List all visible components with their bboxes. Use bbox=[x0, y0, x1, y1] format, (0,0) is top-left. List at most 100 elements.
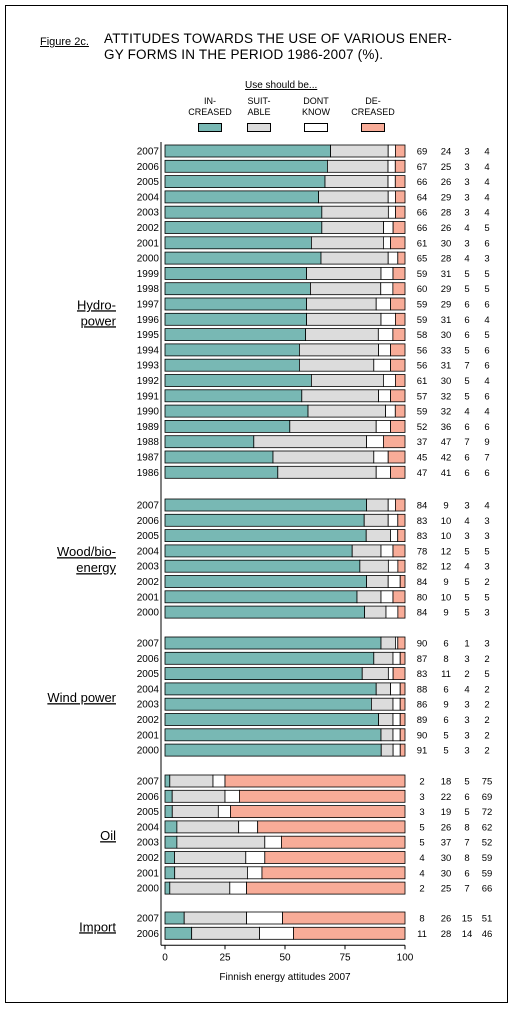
data-label: 9 bbox=[443, 501, 448, 512]
year-label: 2005 bbox=[137, 531, 160, 542]
data-label: 1 bbox=[464, 639, 469, 650]
year-label: 2004 bbox=[137, 546, 160, 557]
data-label: 33 bbox=[441, 345, 452, 356]
data-label: 26 bbox=[441, 223, 452, 234]
bar-segment-decreased bbox=[392, 282, 406, 296]
data-label: 32 bbox=[441, 407, 452, 418]
data-label: 8 bbox=[464, 822, 469, 833]
data-label: 11 bbox=[417, 929, 427, 940]
data-label: 51 bbox=[482, 914, 493, 925]
legend-swatch-increased bbox=[198, 123, 222, 132]
data-label: 69 bbox=[417, 147, 428, 158]
bar-segment-dont-know bbox=[385, 404, 396, 418]
year-label: 1989 bbox=[137, 422, 160, 433]
legend-label-increased-line-2: CREASED bbox=[188, 107, 232, 117]
data-label: 4 bbox=[484, 162, 489, 173]
bar-segment-suitable bbox=[356, 590, 382, 604]
bar-segment-dont-know bbox=[375, 419, 392, 433]
x-tick-label: 50 bbox=[279, 952, 291, 963]
x-tick-label: 25 bbox=[219, 952, 231, 963]
data-label: 5 bbox=[464, 269, 469, 280]
bar-segment-decreased bbox=[397, 605, 406, 619]
bar-segment-dont-know bbox=[247, 866, 263, 880]
bar-segment-decreased bbox=[264, 851, 406, 864]
data-label: 61 bbox=[417, 376, 428, 387]
bar-segment-dont-know bbox=[387, 251, 399, 265]
data-label: 7 bbox=[464, 437, 469, 448]
bar-segment-dont-know bbox=[392, 728, 401, 742]
bar-segment-decreased bbox=[397, 513, 406, 527]
bar-segment-decreased bbox=[394, 312, 406, 326]
data-label: 6 bbox=[484, 361, 489, 372]
bar-segment-dont-know bbox=[378, 389, 392, 403]
bar-segment-suitable bbox=[310, 374, 384, 387]
bar-segment-increased bbox=[164, 789, 173, 803]
data-label: 4 bbox=[484, 147, 489, 158]
data-label: 6 bbox=[443, 639, 448, 650]
year-label: 2000 bbox=[137, 254, 160, 265]
data-label: 3 bbox=[464, 700, 469, 711]
legend-label-suitable: SUIT- ABLE bbox=[229, 96, 289, 118]
bar-segment-increased bbox=[164, 282, 311, 296]
data-label: 5 bbox=[484, 592, 489, 603]
bar-segment-increased bbox=[164, 389, 303, 403]
bar-segment-dont-know bbox=[387, 575, 401, 588]
bar-segment-dont-know bbox=[246, 911, 284, 925]
data-label: 52 bbox=[482, 838, 493, 849]
year-label: 2006 bbox=[137, 516, 160, 527]
bar-segment-suitable bbox=[298, 343, 379, 357]
chart-title-line-1: ATTITUDES TOWARDS THE USE OF VARIOUS ENE… bbox=[104, 31, 452, 46]
data-label: 67 bbox=[417, 162, 428, 173]
data-label: 61 bbox=[417, 238, 428, 249]
year-label: 2002 bbox=[137, 577, 160, 588]
bar-segment-increased bbox=[164, 404, 309, 418]
data-label: 3 bbox=[464, 192, 469, 203]
legend-heading: Use should be... bbox=[245, 80, 318, 91]
bar-segment-decreased bbox=[390, 389, 406, 403]
bar-segment-increased bbox=[164, 820, 178, 834]
data-label: 5 bbox=[464, 376, 469, 387]
data-label: 3 bbox=[484, 254, 489, 265]
bar-segment-increased bbox=[164, 544, 353, 558]
data-label: 88 bbox=[417, 684, 428, 695]
data-label: 83 bbox=[417, 669, 428, 680]
bar-segment-suitable bbox=[366, 498, 389, 512]
data-label: 5 bbox=[464, 391, 469, 402]
bar-segment-suitable bbox=[169, 881, 231, 895]
year-label: 1986 bbox=[137, 468, 160, 479]
bar-segment-suitable bbox=[365, 529, 391, 542]
data-label: 5 bbox=[464, 608, 469, 619]
bar-segment-increased bbox=[164, 266, 308, 280]
bar-segment-dont-know bbox=[378, 343, 392, 357]
legend-swatch-suitable bbox=[247, 123, 271, 132]
bar-segment-suitable bbox=[380, 728, 394, 742]
data-label: 6 bbox=[484, 300, 489, 311]
data-label: 19 bbox=[441, 807, 452, 818]
data-label: 56 bbox=[417, 361, 428, 372]
bar-segment-increased bbox=[164, 221, 323, 234]
year-label: 2002 bbox=[137, 223, 160, 234]
data-label: 4 bbox=[464, 254, 469, 265]
data-label: 3 bbox=[464, 162, 469, 173]
bar-segment-suitable bbox=[321, 221, 385, 234]
data-label: 3 bbox=[464, 715, 469, 726]
group-label: power bbox=[81, 313, 117, 328]
bar-segment-dont-know bbox=[245, 851, 266, 864]
data-label: 46 bbox=[482, 929, 493, 940]
data-label: 24 bbox=[441, 147, 452, 158]
year-label: 2001 bbox=[137, 868, 160, 879]
bar-segment-increased bbox=[164, 835, 178, 849]
bar-segment-dont-know bbox=[382, 374, 396, 387]
bar-segment-decreased bbox=[395, 205, 406, 219]
data-label: 4 bbox=[419, 853, 424, 864]
bar-segment-decreased bbox=[230, 805, 406, 818]
data-label: 59 bbox=[417, 300, 428, 311]
legend-label-decreased-line-2: CREASED bbox=[351, 107, 395, 117]
data-label: 25 bbox=[441, 162, 452, 173]
data-label: 22 bbox=[441, 792, 452, 803]
data-label: 8 bbox=[464, 853, 469, 864]
data-label: 83 bbox=[417, 531, 428, 542]
data-label: 4 bbox=[484, 208, 489, 219]
data-label: 28 bbox=[441, 929, 452, 940]
data-label: 9 bbox=[443, 700, 448, 711]
